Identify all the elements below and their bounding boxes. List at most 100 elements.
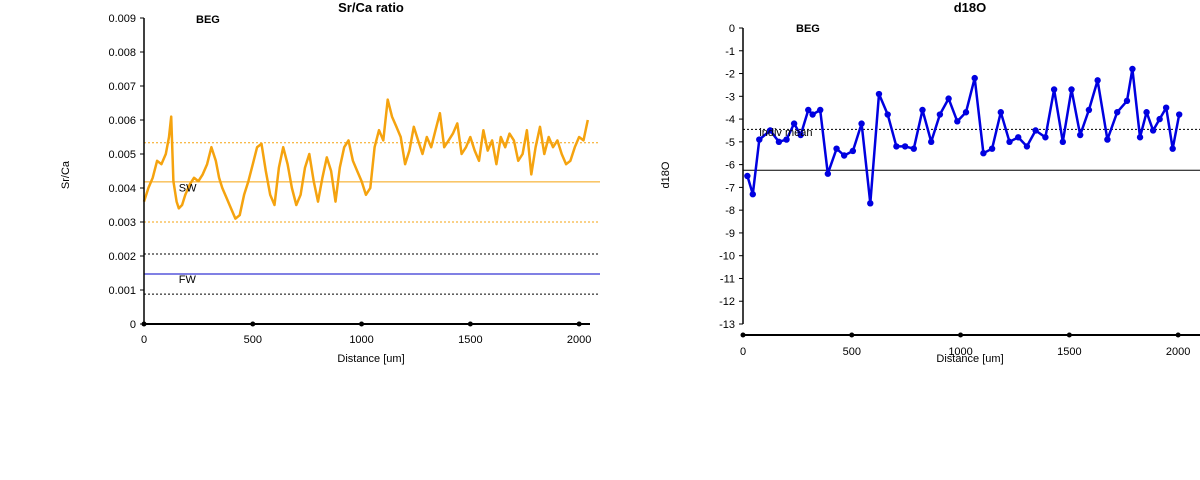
annotation-label: FW <box>179 274 197 286</box>
data-point <box>1149 127 1157 134</box>
chart-title: Sr/Ca ratio <box>338 0 404 15</box>
site-label: BEG <box>796 23 820 35</box>
data-point <box>988 145 996 152</box>
x-tick-label: 2000 <box>567 334 591 346</box>
data-point <box>1015 134 1022 141</box>
data-point <box>756 136 763 143</box>
y-tick-label: 0.007 <box>108 81 136 93</box>
x-tick <box>1066 332 1072 338</box>
x-tick-label: 500 <box>843 346 861 358</box>
y-tick-label: -9 <box>725 228 735 240</box>
x-tick-label: 1500 <box>1057 346 1081 358</box>
data-point <box>919 106 926 114</box>
data-point <box>1129 65 1136 73</box>
data-point <box>775 138 783 146</box>
data-point <box>980 150 987 157</box>
x-tick <box>576 321 582 327</box>
data-point <box>875 90 883 98</box>
data-point <box>1023 143 1031 150</box>
annotation-label: SW <box>179 182 197 194</box>
data-point <box>1123 97 1131 105</box>
data-point <box>1042 134 1049 141</box>
data-point <box>893 143 900 150</box>
srca-labels: Sr/Ca ratio BEG Distance [um] Sr/Ca <box>60 0 405 365</box>
srca-series <box>142 98 590 220</box>
data-point <box>1068 86 1075 93</box>
d18o-annotations: indiv mean <box>759 127 812 139</box>
data-point <box>997 109 1005 116</box>
x-tick-label: 0 <box>141 334 147 346</box>
y-tick-label: 0.003 <box>108 217 136 229</box>
data-point <box>945 95 952 102</box>
data-point <box>1077 131 1084 139</box>
series-line <box>142 98 590 220</box>
data-point <box>1104 136 1111 143</box>
y-tick-label: -1 <box>725 46 735 58</box>
x-tick-label: 1500 <box>458 334 482 346</box>
data-point <box>867 200 874 207</box>
y-tick-label: 0.009 <box>108 13 136 25</box>
d18o-labels: d18O BEG Distance [um] d18O <box>660 0 1004 365</box>
data-point <box>954 118 961 125</box>
d18o-series <box>744 65 1183 207</box>
x-tick-label: 500 <box>244 334 262 346</box>
y-tick-label: 0.005 <box>108 149 136 161</box>
data-point <box>927 138 935 146</box>
d18o-reference-lines <box>743 128 1200 171</box>
y-tick-label: 0.008 <box>108 47 136 59</box>
data-point <box>971 74 978 82</box>
y-tick-label: -10 <box>719 251 735 263</box>
data-point <box>766 127 774 134</box>
y-tick-label: -12 <box>719 296 735 308</box>
x-tick <box>958 332 964 338</box>
x-tick <box>359 321 365 327</box>
data-point <box>817 106 824 114</box>
data-point <box>849 147 857 155</box>
y-tick-label: 0.002 <box>108 251 136 263</box>
data-point <box>824 170 832 177</box>
data-point <box>910 145 917 152</box>
y-tick-label: -2 <box>725 69 735 81</box>
data-point <box>1169 145 1176 152</box>
data-point <box>749 191 756 198</box>
data-point <box>1162 104 1170 111</box>
data-point <box>1176 111 1183 118</box>
data-point <box>744 172 751 180</box>
y-axis-title: d18O <box>660 161 672 188</box>
srca-axes: 0 0.001 0.002 0.003 0.004 0.005 0.006 0.007 0.00… <box>108 13 591 346</box>
x-axis-title: Distance [um] <box>936 353 1003 365</box>
data-point <box>1006 138 1013 146</box>
srca-chart: 0 0.001 0.002 0.003 0.004 0.005 0.006 0.007 0.00… <box>60 0 600 365</box>
y-tick-label: -4 <box>725 114 735 126</box>
data-point <box>783 136 790 143</box>
x-tick-label: 1000 <box>349 334 373 346</box>
y-tick-label: 0 <box>729 23 735 35</box>
y-tick-label: -13 <box>719 319 735 331</box>
y-tick-label: 0.004 <box>108 183 136 195</box>
x-tick <box>740 332 746 338</box>
y-tick-label: -11 <box>720 273 735 285</box>
d18o-axes: 0 -1 -2 -3 -4 -5 -6 -7 -8 -9 -10 -11 -12 -13 0 500 1000 1… <box>719 23 1200 358</box>
y-tick-label: -8 <box>725 205 735 217</box>
x-tick-label: 1000 <box>948 346 972 358</box>
data-point <box>1085 106 1093 114</box>
data-point <box>1136 134 1144 141</box>
y-tick-label: -3 <box>725 91 735 103</box>
data-point <box>936 111 944 118</box>
data-point <box>858 120 865 127</box>
data-point <box>962 109 970 116</box>
x-tick-label: 2000 <box>1166 346 1190 358</box>
data-point <box>1050 86 1058 93</box>
y-axis-title: Sr/Ca <box>60 160 72 189</box>
x-tick <box>849 332 855 338</box>
data-point <box>790 120 798 127</box>
data-point <box>797 131 804 139</box>
data-point <box>805 106 812 114</box>
data-point <box>1156 115 1163 123</box>
data-point <box>884 111 891 118</box>
y-tick-label: -5 <box>725 137 735 149</box>
y-tick-label: 0.001 <box>108 285 136 297</box>
srca-annotations: SW FW <box>179 182 197 286</box>
y-tick-label: -6 <box>725 160 735 172</box>
